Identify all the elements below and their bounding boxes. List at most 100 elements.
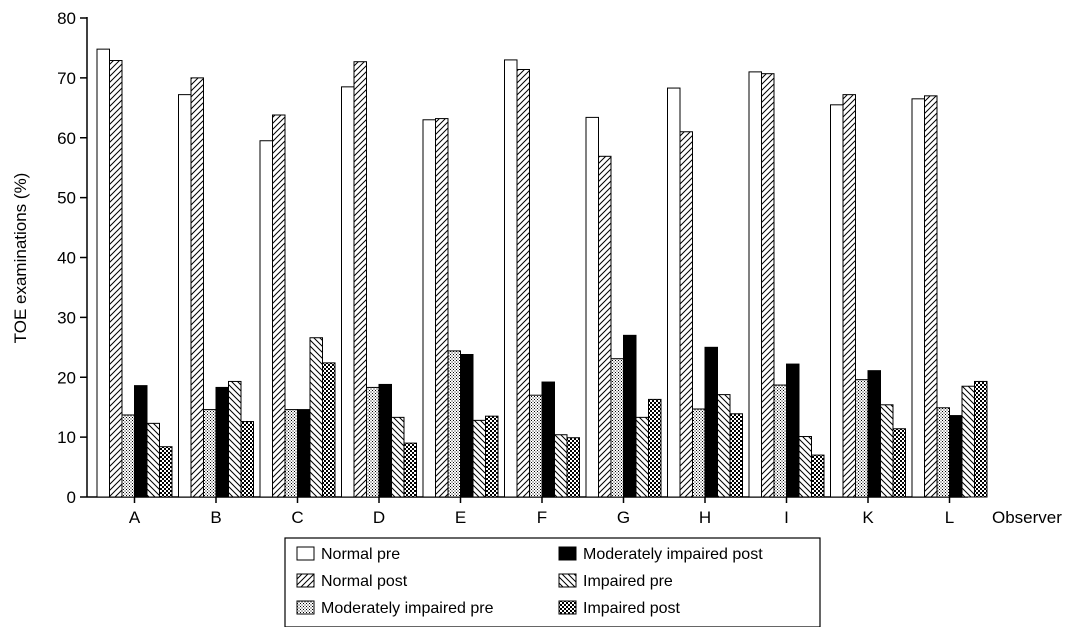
x-tick-label: B [210,508,221,527]
y-tick-label: 40 [57,249,76,268]
bar-H-s4 [717,394,731,498]
bar-D-s1 [353,61,367,498]
bar-F-s3 [541,381,555,498]
bar-B-s0 [178,94,192,498]
bar-C-s4 [309,337,323,498]
bar-A-s1 [109,60,123,498]
x-tick-label: I [784,508,789,527]
bar-A-s3 [134,385,148,498]
x-tick-label: C [291,508,303,527]
bar-C-s2 [284,409,298,498]
bar-I-s5 [811,454,825,498]
bar-C-s3 [297,409,311,498]
bar-L-s1 [924,95,938,498]
bar-D-s5 [403,442,417,498]
bar-E-s1 [435,118,449,498]
bar-C-s0 [259,140,273,498]
x-tick-label: H [699,508,711,527]
bar-K-s0 [830,104,844,498]
bar-B-s1 [190,77,204,498]
bar-K-s1 [842,94,856,498]
bar-E-s4 [472,419,486,498]
bar-G-s2 [610,358,624,498]
y-tick-label: 0 [67,488,76,507]
bar-G-s4 [635,416,649,498]
bar-L-s2 [936,407,950,498]
legend-label: Moderately impaired post [583,546,763,563]
bar-E-s5 [485,415,499,498]
bar-G-s5 [648,398,662,498]
bar-I-s1 [761,73,775,498]
legend-label: Normal post [321,573,408,590]
bar-K-s5 [892,428,906,498]
bar-K-s4 [880,404,894,498]
legend: Normal pre Normal post Moderately impaired… [284,537,821,627]
x-axis-title: Observer [992,508,1062,527]
bar-I-s3 [786,363,800,498]
bar-H-s1 [679,131,693,498]
y-axis: 0 10 20 30 40 50 60 70 80 [57,9,88,507]
y-tick-label: 20 [57,368,76,387]
bar-F-s5 [566,437,580,498]
legend-label: Normal pre [321,546,400,563]
x-tick-label: G [617,508,630,527]
bar-I-s2 [773,384,787,498]
legend-swatch [296,573,315,588]
bar-E-s0 [422,119,436,498]
bar-G-s0 [585,116,599,498]
legend-swatch [296,546,315,561]
bar-D-s3 [378,383,392,498]
bar-H-s2 [692,408,706,498]
bar-E-s2 [447,350,461,498]
y-axis-title: TOE examinations (%) [11,173,30,344]
bar-L-s0 [911,98,925,498]
bar-F-s1 [516,68,530,498]
bar-C-s5 [322,362,336,498]
y-tick-label: 80 [57,9,76,28]
bar-E-s3 [460,353,474,498]
legend-label: Impaired post [583,600,680,617]
bar-A-s4 [146,422,160,498]
bar-L-s5 [974,380,988,498]
bar-B-s3 [215,386,229,498]
bar-B-s2 [203,409,217,498]
bars [96,48,988,498]
y-tick-label: 10 [57,428,76,447]
x-tick-label: L [945,508,954,527]
bar-G-s3 [623,334,637,498]
y-tick-label: 70 [57,69,76,88]
x-tick-label: F [537,508,547,527]
bar-A-s5 [159,446,173,498]
bar-I-s4 [798,436,812,498]
x-tick-label: K [862,508,874,527]
bar-G-s1 [598,155,612,498]
bar-H-s5 [729,413,743,498]
bar-B-s4 [228,380,242,498]
bar-K-s2 [855,379,869,498]
legend-swatch [296,600,315,615]
bar-F-s0 [504,59,518,498]
bar-K-s3 [867,370,881,498]
bar-F-s4 [554,434,568,498]
x-tick-label: E [455,508,466,527]
legend-swatch [558,573,577,588]
bar-I-s0 [748,71,762,498]
legend-swatch [558,546,577,561]
y-tick-label: 50 [57,189,76,208]
bar-D-s2 [366,386,380,498]
x-tick-label: A [129,508,141,527]
bar-D-s0 [341,86,355,498]
legend-swatch [558,600,577,615]
bar-L-s3 [949,415,963,498]
bar-B-s5 [240,421,254,498]
bar-F-s2 [529,394,543,498]
y-tick-label: 60 [57,129,76,148]
bar-L-s4 [961,385,975,498]
bar-C-s1 [272,114,286,498]
bar-A-s0 [96,48,110,498]
legend-label: Moderately impaired pre [321,600,494,617]
bar-A-s2 [121,414,135,498]
bar-H-s3 [704,346,718,498]
